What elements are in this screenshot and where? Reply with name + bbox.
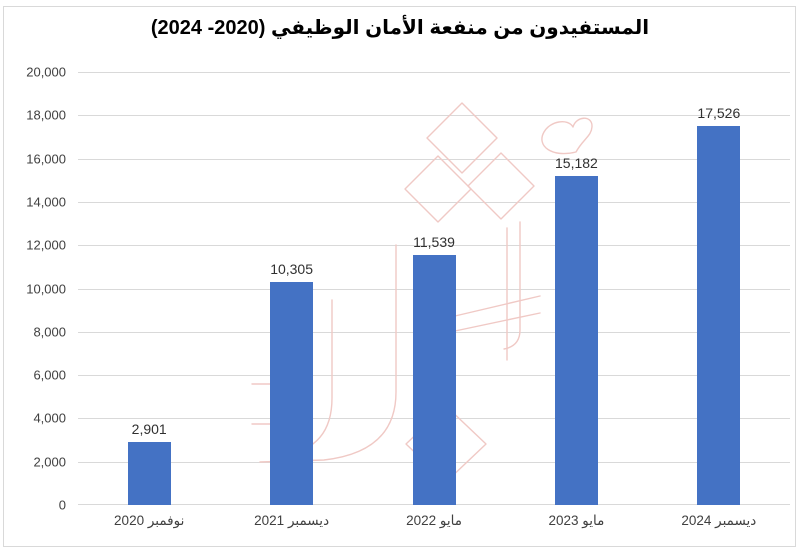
watermark-swirl bbox=[541, 117, 593, 155]
y-axis-tick-label: 18,000 bbox=[26, 107, 66, 123]
y-axis-tick-label: 20,000 bbox=[26, 64, 66, 80]
y-axis-tick-label: 16,000 bbox=[26, 151, 66, 167]
gridline bbox=[78, 245, 790, 247]
bar-value-label: 11,539 bbox=[413, 234, 455, 251]
bar-value-label: 2,901 bbox=[131, 421, 167, 438]
x-axis-label: ديسمبر 2024 bbox=[681, 513, 757, 528]
bar bbox=[127, 442, 171, 505]
plot-area: 2,901 10,305 11,539 15,182 17,526 bbox=[78, 72, 790, 505]
bars: 2,901 10,305 11,539 15,182 17,526 bbox=[78, 72, 790, 505]
bar bbox=[554, 176, 598, 505]
y-axis-tick-label: 8,000 bbox=[33, 324, 66, 340]
x-axis-label: نوفمبر 2020 bbox=[114, 513, 185, 528]
y-axis-tick-label: 4,000 bbox=[33, 410, 66, 426]
bar-slot: 11,539 bbox=[363, 72, 505, 505]
gridline bbox=[78, 72, 790, 73]
bar-slot: 10,305 bbox=[220, 72, 362, 505]
x-axis-label: مايو 2022 bbox=[406, 513, 462, 528]
watermark-diamond-right bbox=[467, 152, 535, 220]
x-axis-label: ديسمبر 2021 bbox=[254, 513, 330, 528]
y-axis: 20,000 18,000 16,000 14,000 12,000 10,000 8,00… bbox=[0, 65, 66, 513]
watermark-stroke bbox=[454, 295, 541, 332]
bar bbox=[697, 125, 741, 505]
y-axis-tick-label: 10,000 bbox=[26, 281, 66, 296]
x-axis-label: مايو 2023 bbox=[548, 513, 605, 528]
x-axis: نوفمبر 2020 ديسمبر 2021 مايو 2022 مايو 2023… bbox=[78, 513, 790, 529]
watermark-curve bbox=[259, 244, 397, 463]
y-axis-tick-label: 0 bbox=[58, 497, 66, 513]
y-axis-tick-label: 6,000 bbox=[33, 367, 66, 383]
bar bbox=[270, 281, 314, 505]
bar-slot: 17,526 bbox=[648, 72, 790, 505]
bar-value-label: 15,182 bbox=[555, 155, 598, 172]
bar-value-label: 17,526 bbox=[697, 104, 741, 121]
y-axis-tick-label: 14,000 bbox=[26, 194, 66, 210]
y-axis-tick-label: 2,000 bbox=[33, 454, 66, 470]
watermark-diamond-top bbox=[426, 102, 498, 174]
gridline bbox=[78, 115, 790, 117]
bar-slot: 2,901 bbox=[78, 72, 220, 505]
gridline bbox=[78, 201, 790, 203]
watermark-diamond-left bbox=[404, 155, 472, 223]
chart-title: المستفيدون من منفعة الأمان الوظيفي (2020… bbox=[150, 17, 650, 39]
y-axis-tick-label: 12,000 bbox=[26, 237, 66, 253]
bar bbox=[412, 255, 456, 505]
bar-value-label: 10,305 bbox=[270, 260, 314, 277]
bar-slot: 15,182 bbox=[505, 72, 647, 505]
